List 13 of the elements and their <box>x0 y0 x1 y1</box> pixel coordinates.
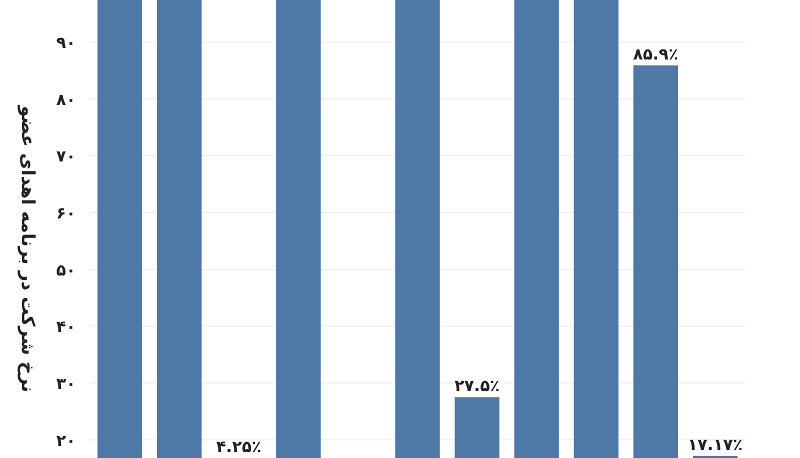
y-tick-label: ۵۰ <box>56 260 76 280</box>
y-tick-label: ۸۰ <box>56 90 76 109</box>
text: ۴.۲۵٪ <box>216 437 262 456</box>
y-tick-label: ۷۰ <box>56 146 76 166</box>
y-tick-label: ۴۰ <box>56 317 76 336</box>
data-label: ۱۷.۱۷٪ <box>688 434 743 454</box>
y-tick-label: ۹۰ <box>56 33 76 52</box>
y-tick-label: ۲۰ <box>56 430 76 450</box>
data-label: ۸۵.۹٪ <box>633 44 678 64</box>
y-tick-label: ۶۰ <box>56 204 76 223</box>
data-label: ۲۷.۵٪ <box>454 376 500 396</box>
y-axis-title: نرخ شرکت در برنامه اهدای عضو <box>17 104 38 392</box>
y-tick-label: ۳۰ <box>56 374 76 393</box>
